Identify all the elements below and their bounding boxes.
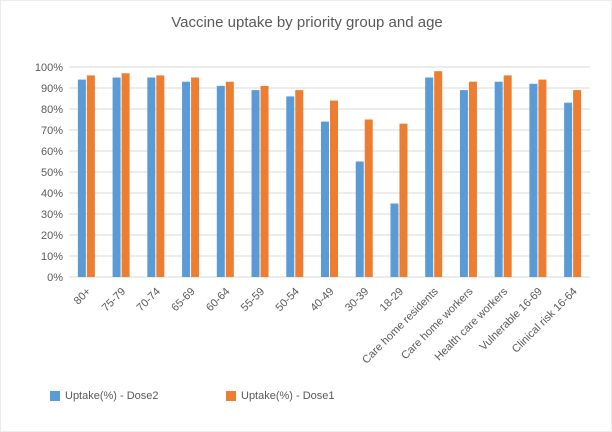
x-category-label-50-54: 50-54 <box>274 286 302 314</box>
y-tick-label-0: 0% <box>47 272 63 284</box>
y-tick-label-70: 70% <box>41 125 63 137</box>
bar-dose2-80 <box>77 79 86 277</box>
legend-entry-dose1: Uptake(%) - Dose1 <box>226 389 335 403</box>
x-category-label-clinical-risk-16-64: Clinical risk 16-64 <box>510 286 580 356</box>
bar-dose1-30-39 <box>364 119 373 277</box>
bar-dose2-65-69 <box>182 81 191 277</box>
bar-dose1-60-64 <box>225 81 234 277</box>
x-category-label-55-59: 55-59 <box>239 286 267 314</box>
bar-dose2-70-74 <box>147 77 156 277</box>
legend-label-dose2: Uptake(%) - Dose2 <box>65 390 159 402</box>
y-tick-label-40: 40% <box>41 188 63 200</box>
bar-dose2-60-64 <box>216 85 225 278</box>
x-category-label-40-49: 40-49 <box>308 286 336 314</box>
bar-dose2-care-home-workers <box>459 90 468 277</box>
x-category-label-65-69: 65-69 <box>169 286 197 314</box>
chart-title: Vaccine uptake by priority group and age <box>171 14 443 31</box>
bar-dose2-care-home-residents <box>425 77 434 277</box>
x-category-label-vulnerable-16-69: Vulnerable 16-69 <box>478 286 545 353</box>
bar-dose1-80 <box>86 75 95 278</box>
legend-swatch-dose2 <box>50 391 60 401</box>
bar-dose1-health-care-workers <box>503 75 512 278</box>
bar-dose2-vulnerable-16-69 <box>529 83 538 277</box>
y-tick-label-10: 10% <box>41 251 63 263</box>
bar-dose1-care-home-residents <box>434 71 443 277</box>
legend-entry-dose2: Uptake(%) - Dose2 <box>50 389 159 403</box>
bar-dose2-40-49 <box>321 121 329 277</box>
y-tick-label-90: 90% <box>41 83 63 95</box>
bar-dose1-care-home-workers <box>468 81 477 277</box>
bar-dose1-18-29 <box>399 123 408 277</box>
bar-dose1-65-69 <box>191 77 200 277</box>
x-category-label-80: 80+ <box>72 286 94 308</box>
bar-dose2-18-29 <box>390 203 399 277</box>
x-category-label-60-64: 60-64 <box>204 286 232 314</box>
bar-dose1-vulnerable-16-69 <box>538 79 547 277</box>
bar-dose1-40-49 <box>330 100 338 277</box>
y-tick-label-20: 20% <box>41 230 63 242</box>
y-tick-label-60: 60% <box>41 146 63 158</box>
x-category-label-70-74: 70-74 <box>135 286 163 314</box>
bar-dose1-70-74 <box>156 75 165 278</box>
x-category-label-30-39: 30-39 <box>343 286 371 314</box>
bar-dose2-clinical-risk-16-64 <box>564 102 573 277</box>
bar-dose2-50-54 <box>286 96 295 278</box>
legend-swatch-dose1 <box>226 391 236 401</box>
bar-dose1-55-59 <box>260 85 269 278</box>
chart-legend: Uptake(%) - Dose2 Uptake(%) - Dose1 <box>1 389 611 405</box>
x-category-label-18-29: 18-29 <box>378 286 406 314</box>
bar-dose2-55-59 <box>251 90 260 277</box>
y-tick-label-80: 80% <box>41 104 63 116</box>
legend-label-dose1: Uptake(%) - Dose1 <box>241 390 335 402</box>
bar-dose1-75-79 <box>121 73 130 277</box>
y-tick-label-30: 30% <box>41 209 63 221</box>
y-tick-label-100: 100% <box>35 62 63 74</box>
x-category-label-75-79: 75-79 <box>100 286 128 314</box>
bar-dose2-75-79 <box>112 77 121 277</box>
bar-dose1-50-54 <box>295 90 304 277</box>
bar-dose1-clinical-risk-16-64 <box>573 90 582 277</box>
bar-dose2-health-care-workers <box>494 81 503 277</box>
y-tick-label-50: 50% <box>41 167 63 179</box>
bar-dose2-30-39 <box>355 161 364 277</box>
